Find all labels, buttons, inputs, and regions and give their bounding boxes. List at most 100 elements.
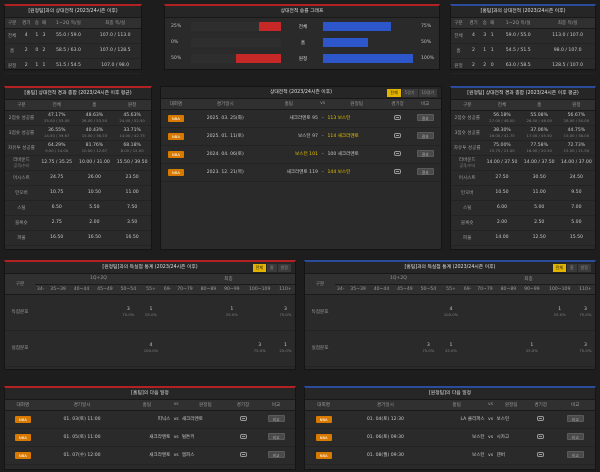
bin-header: 55+ [440,284,462,295]
compare-button[interactable]: 비교 [267,451,285,458]
tab-1[interactable]: 홈 [266,264,277,272]
table-row: 전체 4 1 3 55.0 / 59.0 107.0 / 113.0 [5,28,141,44]
label-text: 블록슛 [460,220,474,226]
bin-header: 35~39 [46,284,70,295]
bin-header: 34- [335,284,347,295]
cell: 107.0 / 113.0 [89,28,141,44]
column-header: 대회명 [5,400,41,411]
bin-cell [473,330,497,367]
label-text: 2점슛 성공률 [454,115,480,121]
right-rate: 100% [421,56,435,61]
stadium-icon[interactable] [239,451,247,457]
tab-2[interactable]: 10경기 [418,89,437,97]
row-label: 전체 [5,28,20,44]
result-button[interactable]: 결과 [416,168,434,175]
stadium-icon[interactable] [537,415,545,421]
date-cell: 01. 07(수) 12:00 [40,446,124,465]
away-bar [323,22,391,31]
cell-main: 5.00 [534,205,545,210]
bin-cell [335,294,347,331]
row-label: 3점슛 성공률 [451,125,484,141]
table-row: 리바운드 공격/수비 12.75 / 35.25 10.00 / 31.00 15.50… [5,155,151,171]
tab-2[interactable]: 원정 [277,264,291,272]
cell-sub: 16.00 / 20.50 [526,147,552,153]
compare-cell: 비교 [257,446,295,465]
stadium-cell [385,145,410,164]
away-team: 100 새크라멘토 [327,145,386,164]
stadium-icon[interactable] [537,451,545,457]
table-row: 파울 14.00 12.50 15.50 [451,230,595,246]
home-team: 보스턴 [428,428,485,447]
home-team: LA 클리퍼스 [428,410,485,429]
home-name: 새크라멘토 [286,170,310,175]
row-label: 파울 [451,230,484,246]
tab-1[interactable]: 5경기 [401,89,418,97]
tab-0[interactable]: 전체 [252,264,266,272]
stadium-icon[interactable] [239,415,247,421]
bin-cell: 1 25.0% [275,330,295,367]
stadium-icon[interactable] [537,433,545,439]
bin-cell [173,330,197,367]
match-tabs: 전체 5경기 10경기 [387,89,437,97]
table-row: 3점슛 성공률 38.30% 16.00 / 41.75 37.06% 17.00 / … [451,125,595,141]
tab-2[interactable]: 원정 [577,264,591,272]
stadium-icon[interactable] [394,114,402,120]
column-header: 구분 [5,274,35,295]
result-button[interactable]: 결과 [416,114,434,121]
compare-button[interactable]: 비교 [566,415,584,422]
cell-main: 23.50 [125,175,139,180]
cell: 56.67% 28.00 / 50.00 [557,110,595,126]
panel-title: [홈팀]과의 상대전적 (2023/24시즌 이후) [451,6,595,18]
league-badge: NBA [14,451,31,459]
compare-cell: 비교 [555,410,595,429]
stadium-cell [385,163,410,182]
cell: 55.08% 26.00 / 46.00 [520,110,558,126]
left-rate: 25% [171,24,182,29]
result-button[interactable]: 결과 [416,132,434,139]
bin-count: 1 [283,343,287,348]
column-header: 승 [481,18,489,29]
bin-cell: 4 100.0% [140,330,162,367]
vs-sep: vs [170,428,182,447]
cell-sub: 17.00 / 45.50 [526,132,552,138]
column-header: 경기일시 [190,99,260,110]
stadium-icon[interactable] [394,132,402,138]
bin-pct: 100.0% [143,348,159,353]
row-label: 턴오버 [451,185,484,201]
column-header: 경기일시 [342,400,429,411]
stadium-icon[interactable] [239,433,247,439]
cell: 113.0 / 107.0 [540,28,595,44]
column-header: 홈팀 [123,400,171,411]
tab-0[interactable]: 전체 [387,89,401,97]
bin-header: 50~54 [416,284,441,295]
league-cell: NBA [305,428,343,447]
compare-button[interactable]: 비교 [566,433,584,440]
label-text: 2점슛 성공률 [8,115,35,121]
tab-1[interactable]: 홈 [566,264,577,272]
record-table: 구분 경기 승 패 1~2Q 득/실 최종 득/실 전체 4 3 1 59.0 / 55.0 113.… [451,18,595,74]
label-text: 스틸 [17,205,26,211]
column-header: vs [170,400,182,411]
league-badge: NBA [167,150,184,158]
away-team: 멤피스 [181,446,229,465]
away-record-panel: [홈팀]과의 상대전적 (2023/24시즌 이후) 구분 경기 승 패 1~2Q 득/… [450,4,596,74]
stadium-icon[interactable] [394,150,402,156]
compare-button[interactable]: 비교 [267,433,285,440]
cell-sub: 14.50 / 39.67 [43,132,70,138]
league-cell: NBA [5,410,41,429]
home-bar [258,22,281,31]
league-cell: NBA [305,446,343,465]
stadium-icon[interactable] [394,168,402,174]
cell: 107.0 / 128.5 [89,43,141,59]
bin-count: 3 [283,307,287,312]
bin-cell [393,294,417,331]
table-row: 턴오버 10.75 10.50 11.00 [5,185,151,201]
tab-0[interactable]: 전체 [552,264,566,272]
column-header: 원정 [113,100,151,111]
result-button[interactable]: 결과 [416,150,434,157]
league-badge: NBA [167,132,184,140]
table-row: 원정 2 2 0 63.0 / 58.5 128.5 / 107.0 [451,58,595,74]
compare-button[interactable]: 비교 [267,415,285,422]
cell-main: 16.50 [50,235,64,240]
compare-button[interactable]: 비교 [566,451,584,458]
